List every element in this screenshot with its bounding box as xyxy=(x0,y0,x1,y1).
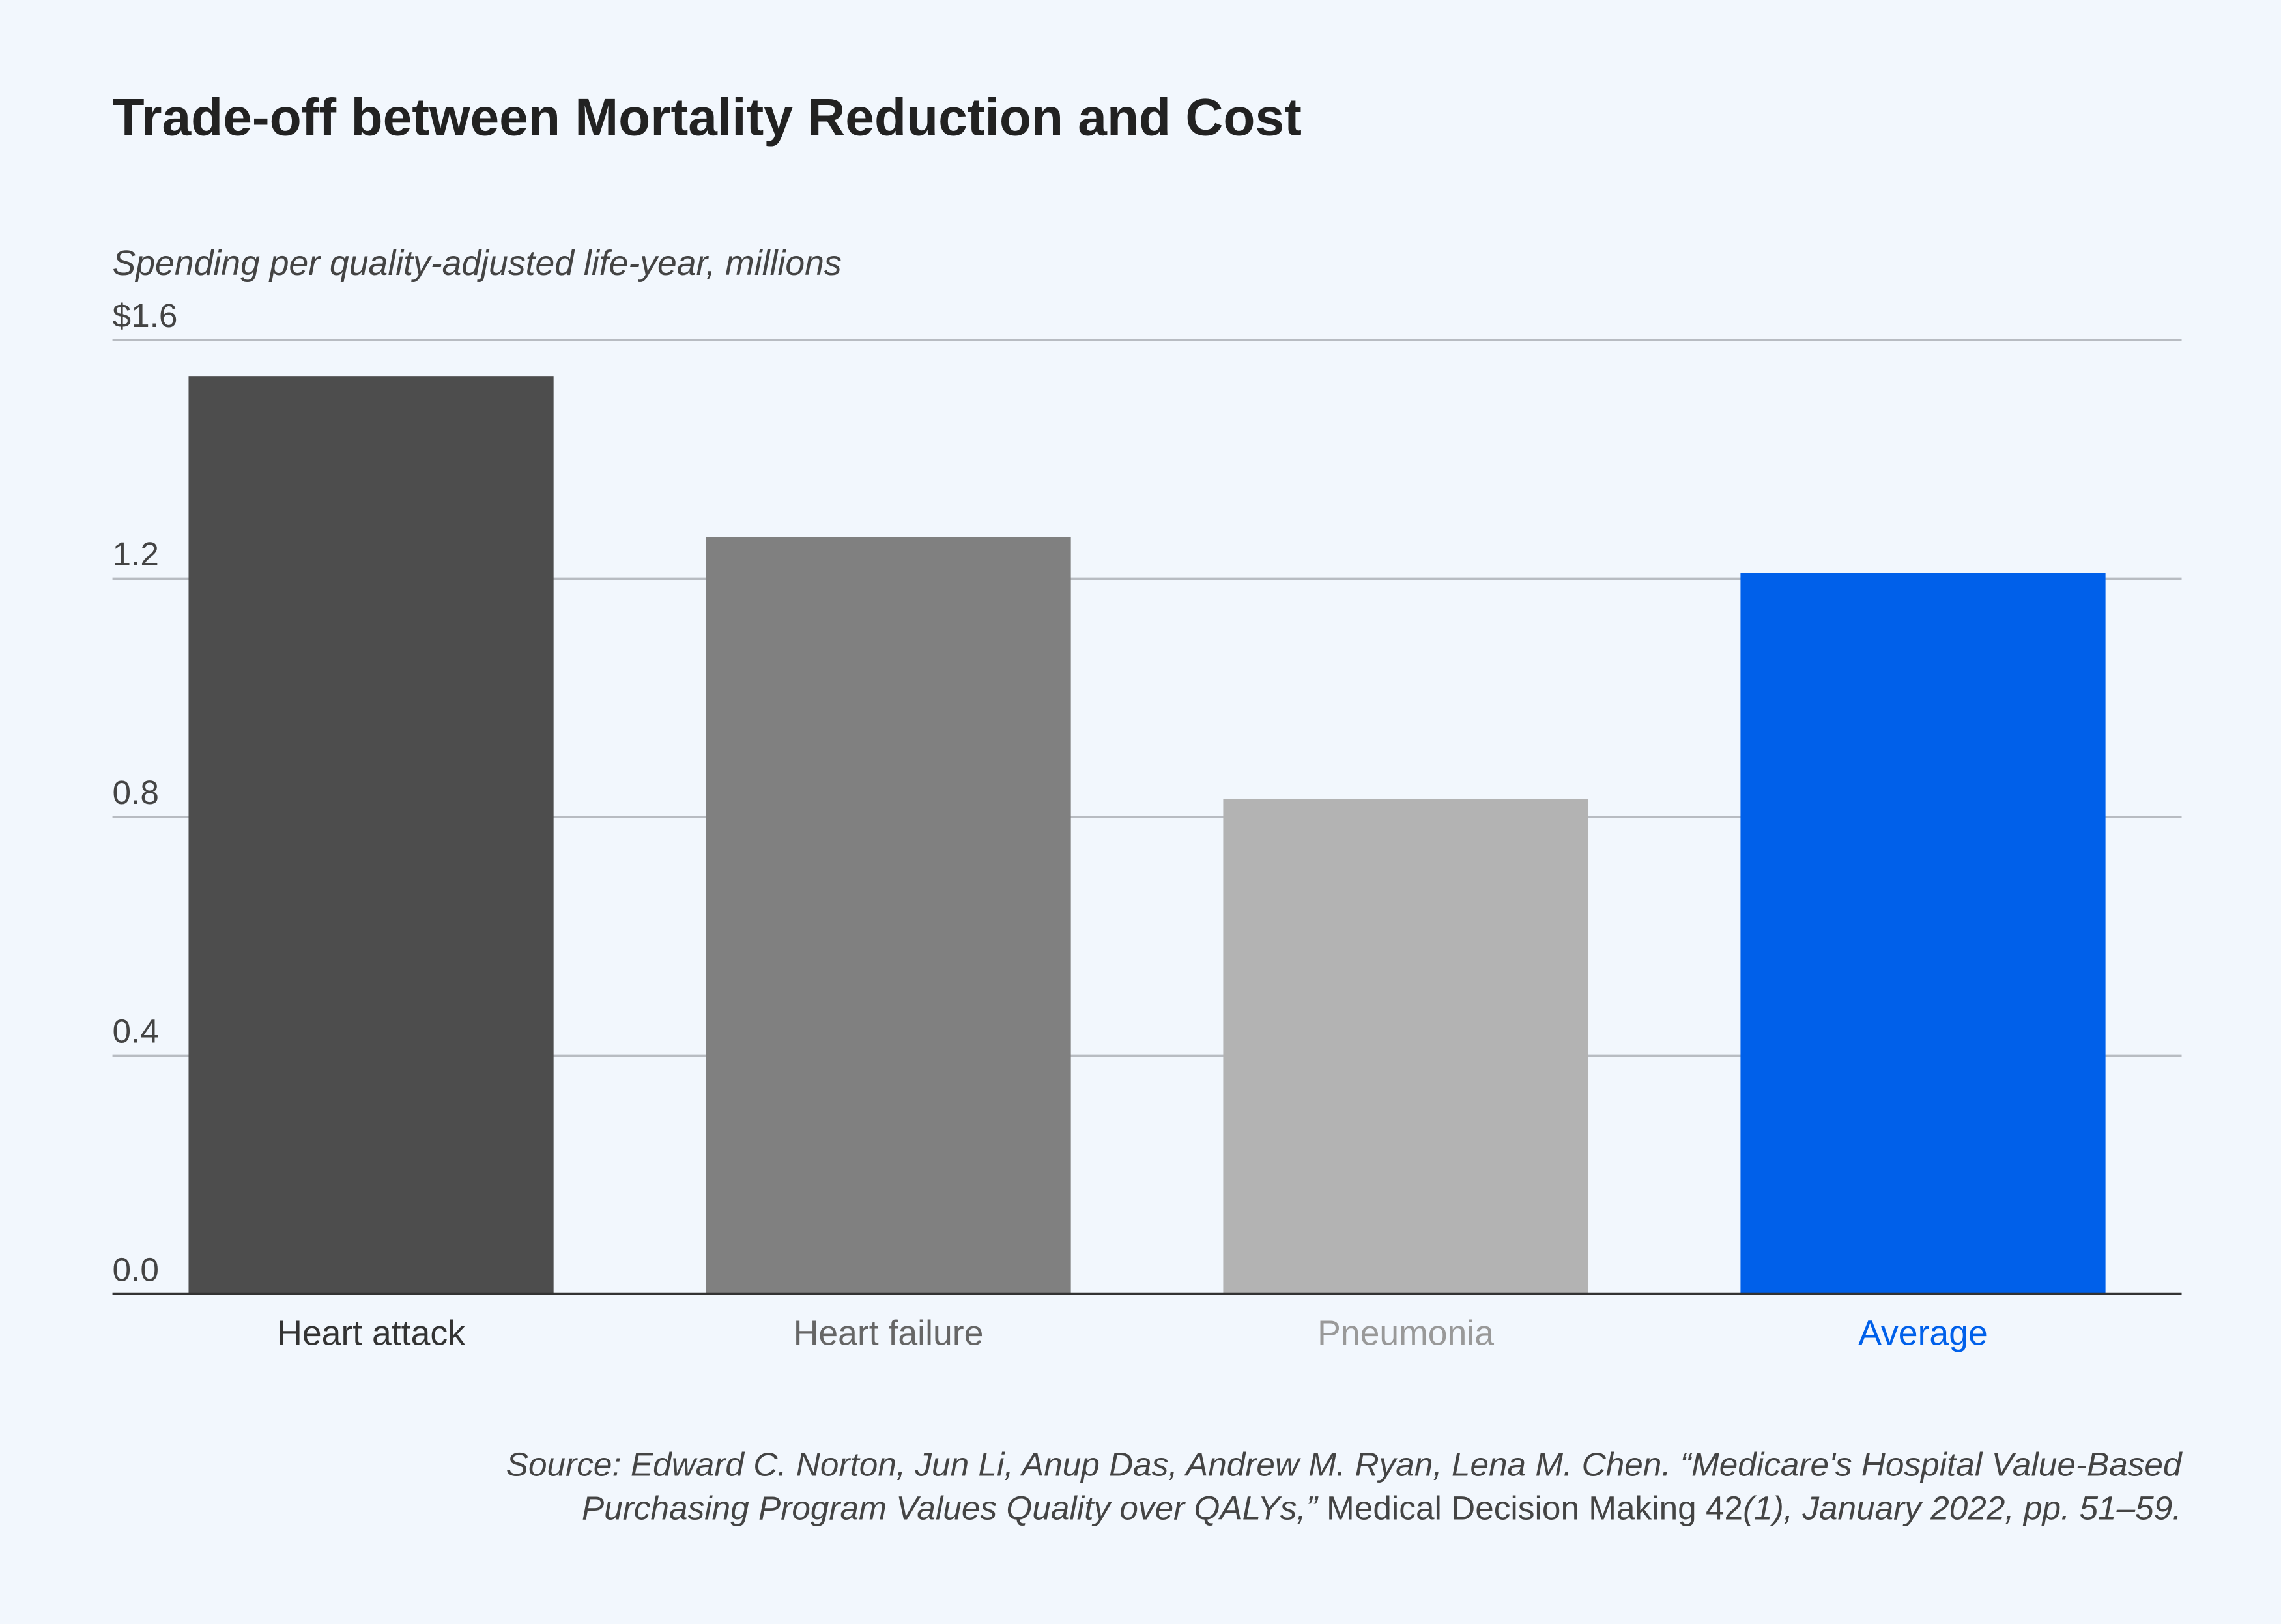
source-line-2-italic-b: (1), January 2022, pp. 51–59. xyxy=(1743,1489,2181,1526)
bar-pneumonia xyxy=(1223,799,1588,1294)
y-tick-label: 0.0 xyxy=(113,1251,159,1288)
bar-average xyxy=(1740,573,2106,1294)
y-tick-label: 0.8 xyxy=(113,774,159,811)
x-tick-label: Average xyxy=(1858,1314,1987,1352)
y-tick-label: $1.6 xyxy=(113,297,178,334)
bar-heart-failure xyxy=(706,537,1071,1294)
x-tick-label: Heart failure xyxy=(794,1314,984,1352)
y-axis-label: Spending per quality-adjusted life-year,… xyxy=(113,244,842,283)
x-tick-label: Heart attack xyxy=(277,1314,465,1352)
x-tick-label: Pneumonia xyxy=(1317,1314,1494,1352)
y-tick-label: 1.2 xyxy=(113,535,159,573)
source-journal: Medical Decision Making 42 xyxy=(1327,1489,1743,1526)
chart-title: Trade-off between Mortality Reduction an… xyxy=(113,89,1302,147)
y-tick-label: 0.4 xyxy=(113,1012,159,1049)
source-line-1: Source: Edward C. Norton, Jun Li, Anup D… xyxy=(506,1446,2183,1483)
source-line-2: Purchasing Program Values Quality over Q… xyxy=(582,1489,2182,1526)
source-line-2-italic-a: Purchasing Program Values Quality over Q… xyxy=(582,1489,1327,1526)
bar-heart-attack xyxy=(188,376,554,1294)
